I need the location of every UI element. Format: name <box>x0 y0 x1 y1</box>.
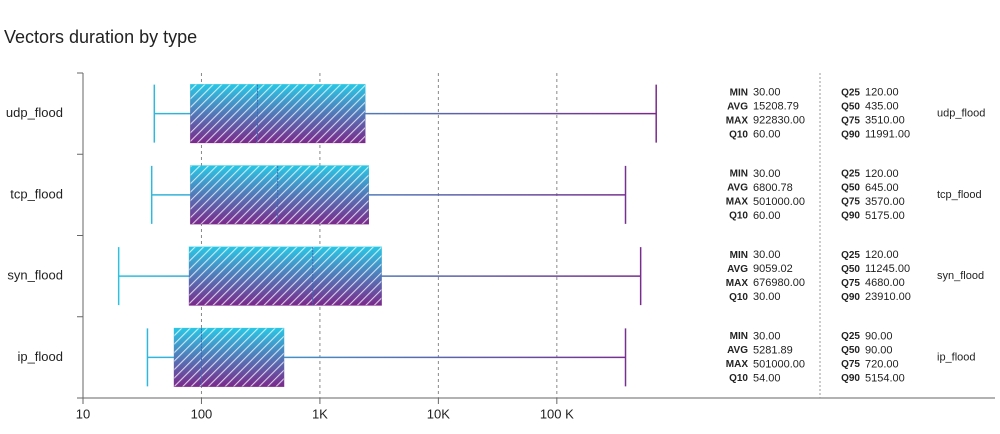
stat-name: Q90 <box>841 292 860 303</box>
stat-name: MIN <box>730 87 748 98</box>
stat-value: 501000.00 <box>753 358 805 370</box>
stat-value: 30.00 <box>753 291 781 303</box>
box-hatch <box>189 247 382 306</box>
stat-value: 90.00 <box>865 330 893 342</box>
y-tick-label: tcp_flood <box>10 186 63 201</box>
stat-value: 60.00 <box>753 210 781 222</box>
stat-value: 30.00 <box>753 249 781 261</box>
chart-title: Vectors duration by type <box>4 27 197 47</box>
stat-name: Q75 <box>841 359 860 370</box>
stat-value: 6800.78 <box>753 182 793 194</box>
stat-value: 501000.00 <box>753 196 805 208</box>
stat-value: 23910.00 <box>865 291 911 303</box>
stat-value: 5281.89 <box>753 344 793 356</box>
stat-value: 435.00 <box>865 101 899 113</box>
stat-value: 720.00 <box>865 358 899 370</box>
x-tick-label: 10K <box>427 406 450 421</box>
stat-value: 120.00 <box>865 168 899 180</box>
stat-value: 922830.00 <box>753 115 805 127</box>
stat-name: Q75 <box>841 197 860 208</box>
stat-name: Q25 <box>841 250 860 261</box>
stat-value: 9059.02 <box>753 263 793 275</box>
stat-value: 11991.00 <box>865 129 910 141</box>
stat-name: Q50 <box>841 183 860 194</box>
stat-name: Q10 <box>729 373 748 384</box>
box-hatch <box>190 165 369 224</box>
y-tick-label: udp_flood <box>6 105 63 120</box>
stat-name: Q50 <box>841 264 860 275</box>
stat-value: 11245.00 <box>865 263 910 275</box>
stat-value: 54.00 <box>753 372 781 384</box>
stat-name: MIN <box>730 250 748 261</box>
stat-name: Q25 <box>841 87 860 98</box>
stat-name: AVG <box>727 183 748 194</box>
stat-value: 30.00 <box>753 330 781 342</box>
stat-value: 60.00 <box>753 129 781 141</box>
stat-value: 4680.00 <box>865 277 905 289</box>
stat-name: AVG <box>727 264 748 275</box>
stat-name: MAX <box>726 359 749 370</box>
stat-name: MAX <box>726 197 749 208</box>
stat-category: tcp_flood <box>937 189 982 201</box>
stat-name: Q90 <box>841 373 860 384</box>
stat-name: Q10 <box>729 211 748 222</box>
stat-name: Q10 <box>729 129 748 140</box>
stat-name: Q25 <box>841 169 860 180</box>
stat-value: 645.00 <box>865 182 899 194</box>
stat-name: MIN <box>730 169 748 180</box>
stat-name: AVG <box>727 345 748 356</box>
stat-name: Q75 <box>841 115 860 126</box>
stat-name: Q75 <box>841 278 860 289</box>
stat-value: 15208.79 <box>753 101 799 113</box>
stat-value: 3570.00 <box>865 196 905 208</box>
x-tick-label: 1K <box>312 406 328 421</box>
stat-name: Q50 <box>841 101 860 112</box>
stat-category: syn_flood <box>937 270 984 282</box>
stat-name: Q90 <box>841 129 860 140</box>
stat-value: 120.00 <box>865 249 899 261</box>
stat-value: 120.00 <box>865 87 899 99</box>
y-tick-label: syn_flood <box>7 268 63 283</box>
stat-name: Q10 <box>729 292 748 303</box>
x-tick-label: 100 K <box>540 406 574 421</box>
stat-name: MAX <box>726 115 749 126</box>
stat-name: Q90 <box>841 211 860 222</box>
stat-value: 5154.00 <box>865 372 905 384</box>
box-hatch <box>174 328 284 387</box>
stat-value: 676980.00 <box>753 277 805 289</box>
stat-value: 30.00 <box>753 168 781 180</box>
x-tick-label: 100 <box>191 406 213 421</box>
x-tick-label: 10 <box>76 406 90 421</box>
stat-value: 3510.00 <box>865 115 905 127</box>
stat-category: ip_flood <box>937 351 976 363</box>
stat-name: Q50 <box>841 345 860 356</box>
box-hatch <box>190 84 365 143</box>
stat-name: AVG <box>727 101 748 112</box>
stat-value: 30.00 <box>753 87 781 99</box>
stat-value: 5175.00 <box>865 210 905 222</box>
y-tick-label: ip_flood <box>17 349 63 364</box>
stat-value: 90.00 <box>865 344 893 356</box>
stat-name: MAX <box>726 278 749 289</box>
stat-category: udp_flood <box>937 108 985 120</box>
stat-name: MIN <box>730 331 748 342</box>
stat-name: Q25 <box>841 331 860 342</box>
